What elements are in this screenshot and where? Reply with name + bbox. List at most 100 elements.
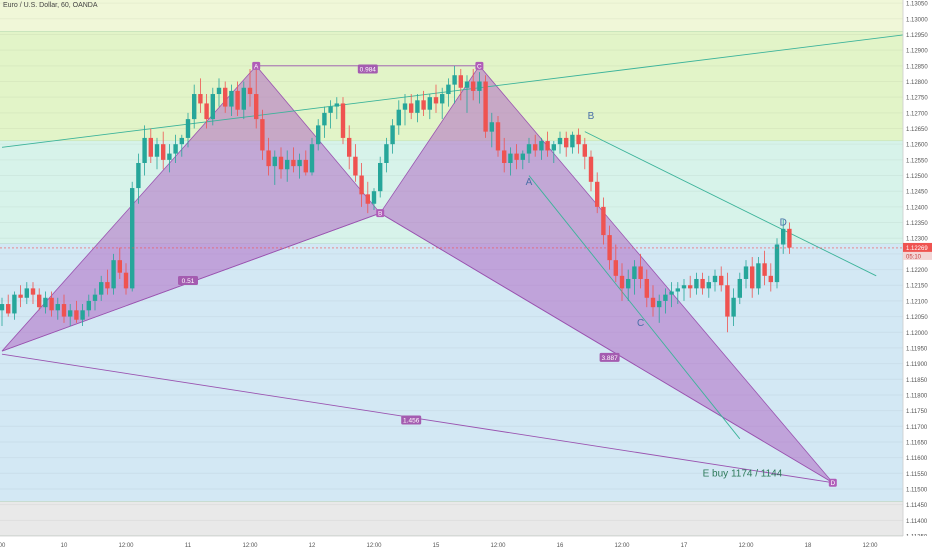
candle-body	[402, 103, 408, 110]
candle-body	[663, 294, 668, 301]
candle-body	[92, 294, 98, 301]
ratio-badge	[357, 64, 378, 74]
price-tick-label: 1.12400	[906, 205, 928, 211]
candle-body	[216, 87, 222, 95]
candle-body	[619, 275, 625, 289]
pattern-point-marker	[475, 61, 484, 70]
price-tick-label: 1.12300	[906, 237, 928, 243]
candle-body	[303, 159, 308, 173]
candle-body	[489, 122, 494, 132]
last-price-badge	[903, 242, 932, 252]
candle-body	[371, 191, 377, 204]
pattern-point-marker	[828, 478, 837, 487]
candle-body	[688, 285, 693, 289]
time-tick-label: 12:00	[118, 543, 134, 549]
price-tick-label: 1.11750	[906, 409, 928, 415]
candle-body	[712, 275, 718, 283]
time-axis-bg	[0, 536, 932, 550]
time-tick-label: 17	[681, 543, 688, 549]
price-tick-label: 1.12500	[906, 174, 928, 180]
time-tick-label: 12:00	[366, 543, 382, 549]
candle-body	[669, 291, 674, 295]
price-tick-label: 1.11450	[906, 503, 928, 509]
candle-body	[675, 288, 680, 292]
candle-body	[564, 137, 569, 148]
candle-body	[502, 150, 507, 163]
price-tick-label: 1.12050	[906, 315, 928, 321]
time-tick-label: 00	[0, 543, 6, 549]
price-tick-label: 1.12350	[906, 221, 928, 227]
candle-body	[483, 81, 488, 132]
pattern-point-label: A	[254, 63, 259, 70]
candle-body	[12, 294, 17, 314]
time-tick-label: 12:00	[738, 543, 754, 549]
price-tick-label: 1.12750	[906, 96, 928, 102]
abcd-label: B	[588, 111, 595, 122]
candle-body	[316, 125, 321, 145]
candle-body	[142, 137, 147, 163]
candle-body	[725, 285, 730, 317]
abcd-label: D	[780, 218, 787, 229]
candle-body	[576, 134, 581, 145]
time-tick-label: 15	[433, 543, 440, 549]
candle-body	[756, 263, 761, 289]
price-tick-label: 1.11950	[906, 346, 928, 352]
price-tick-label: 1.12550	[906, 158, 928, 164]
candle-body	[192, 94, 197, 120]
pattern-point-label: D	[830, 480, 835, 487]
candle-body	[111, 260, 116, 289]
candle-body	[285, 159, 290, 170]
candle-body	[657, 300, 662, 308]
price-tick-label: 1.11550	[906, 472, 928, 478]
candle-body	[18, 294, 23, 298]
candle-body	[644, 278, 649, 298]
candle-body	[390, 125, 395, 145]
candle-body	[105, 282, 110, 289]
candle-body	[613, 260, 618, 276]
candle-body	[74, 310, 79, 320]
candle-body	[359, 175, 364, 195]
candle-body	[458, 75, 463, 88]
candle-body	[272, 156, 277, 167]
candle-body	[415, 100, 420, 113]
candle-body	[223, 87, 228, 107]
candle-body	[365, 194, 370, 204]
candle-body	[247, 87, 253, 95]
candle-body	[204, 103, 209, 120]
candle-body	[731, 297, 736, 317]
zone-band	[0, 0, 903, 32]
candle-body	[260, 119, 265, 151]
candle-body	[520, 153, 525, 160]
candle-body	[533, 144, 538, 151]
candle-body	[595, 181, 600, 207]
price-tick-label: 1.12200	[906, 268, 928, 274]
candle-body	[588, 156, 594, 182]
candle-body	[607, 235, 612, 261]
candle-body	[117, 260, 122, 273]
candles-layer	[0, 65, 792, 333]
candle-body	[409, 103, 414, 113]
candle-body	[148, 137, 153, 157]
candle-body	[154, 144, 160, 157]
ratio-badge	[401, 415, 422, 425]
pattern-line-bd	[379, 212, 834, 484]
pattern-point-marker	[252, 61, 261, 70]
time-tick-label: 12:00	[490, 543, 506, 549]
candle-body	[464, 81, 470, 88]
zones-layer	[0, 0, 903, 537]
candle-body	[774, 244, 780, 283]
candle-body	[508, 153, 513, 163]
countdown-label: 05:10	[906, 254, 922, 260]
candle-body	[309, 144, 315, 173]
price-tick-label: 1.11700	[906, 425, 928, 431]
candle-body	[68, 310, 73, 317]
price-tick-label: 1.11900	[906, 362, 928, 368]
candle-body	[545, 141, 550, 151]
candle-body	[452, 75, 457, 85]
candle-body	[601, 206, 606, 236]
price-tick-label: 1.11600	[906, 456, 928, 462]
candle-body	[340, 103, 346, 138]
time-tick-label: 11	[185, 543, 192, 549]
